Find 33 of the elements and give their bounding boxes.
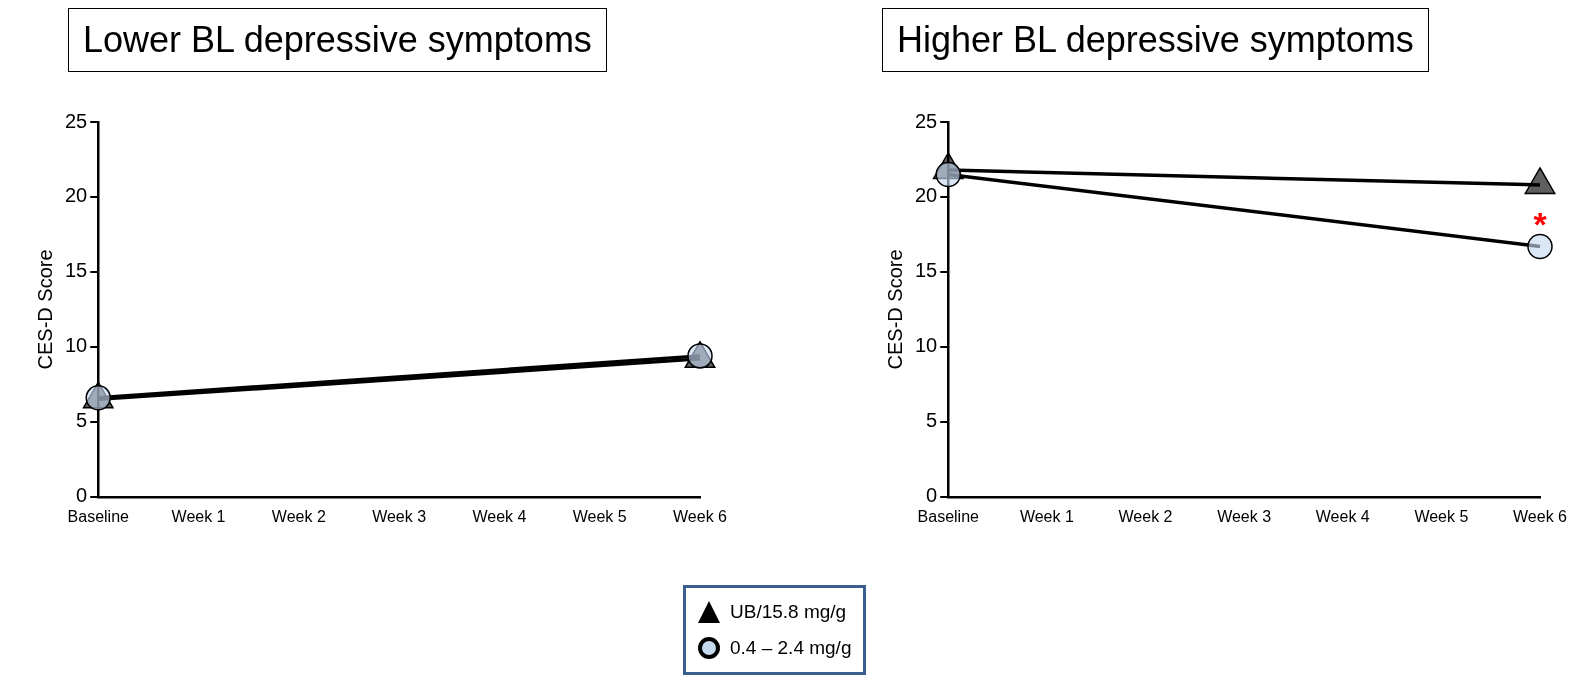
chart-title: Lower BL depressive symptoms xyxy=(68,8,607,72)
y-tick-label: 20 xyxy=(65,184,88,207)
y-tick-label: 15 xyxy=(65,259,88,282)
y-tick-label: 10 xyxy=(65,334,88,357)
x-tick-label: Week 1 xyxy=(171,507,226,525)
y-axis-title: CES-D Score xyxy=(33,249,56,370)
x-tick-label: Week 1 xyxy=(1019,507,1074,525)
y-tick-label: 5 xyxy=(76,409,88,432)
annotation: * xyxy=(1533,204,1548,243)
x-tick-label: Week 5 xyxy=(572,507,627,525)
x-tick-label: Week 6 xyxy=(1513,507,1568,525)
chart-title: Higher BL depressive symptoms xyxy=(882,8,1429,72)
y-tick-label: 0 xyxy=(926,484,938,507)
y-tick-label: 10 xyxy=(915,334,938,357)
x-tick-label: Week 2 xyxy=(1118,507,1173,525)
legend-label: 0.4 – 2.4 mg/g xyxy=(730,637,852,659)
y-tick-label: 5 xyxy=(926,409,938,432)
x-tick-label: Week 6 xyxy=(673,507,728,525)
y-tick-label: 25 xyxy=(65,109,88,132)
x-tick-label: Baseline xyxy=(67,507,130,525)
y-tick-label: 0 xyxy=(76,484,88,507)
legend-label: UB/15.8 mg/g xyxy=(730,601,847,623)
y-axis-title: CES-D Score xyxy=(883,249,906,370)
x-tick-label: Week 4 xyxy=(1315,507,1370,525)
x-tick-label: Week 2 xyxy=(271,507,326,525)
y-tick-label: 20 xyxy=(915,184,938,207)
x-tick-label: Week 3 xyxy=(372,507,427,525)
x-tick-label: Week 4 xyxy=(472,507,527,525)
x-tick-label: Week 5 xyxy=(1414,507,1469,525)
y-tick-label: 15 xyxy=(915,259,938,282)
x-tick-label: Baseline xyxy=(917,507,980,525)
y-tick-label: 25 xyxy=(915,109,938,132)
x-tick-label: Week 3 xyxy=(1217,507,1272,525)
